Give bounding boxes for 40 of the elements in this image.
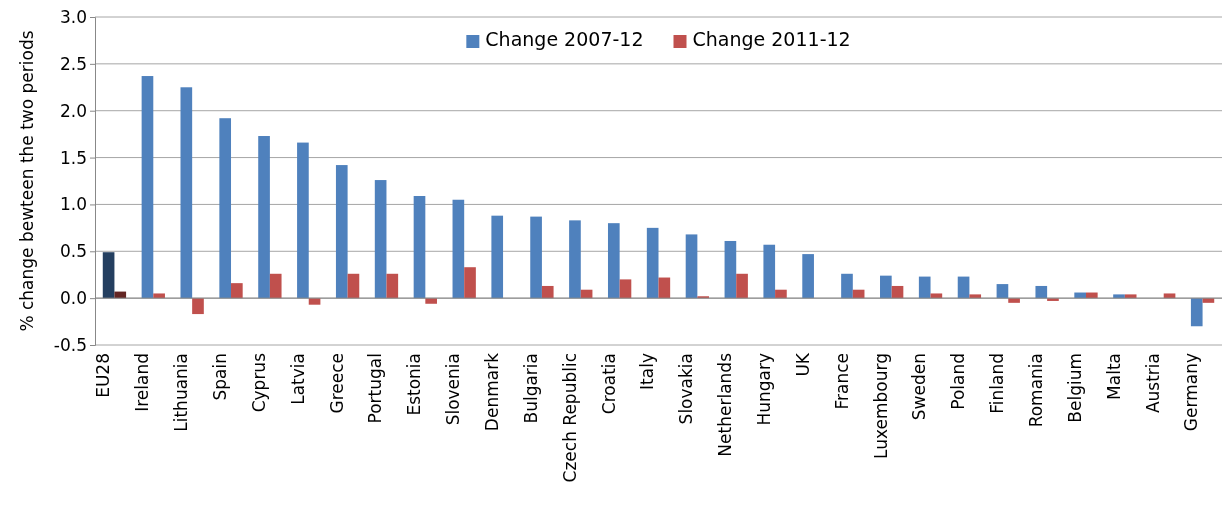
x-tick-label: Bulgaria [520,353,541,424]
y-tick-label: 0.5 [59,241,87,262]
y-tick-label: -0.5 [53,334,87,355]
y-tick-label: 1.0 [59,194,87,215]
x-tick-label: Belgium [1064,353,1085,423]
x-tick-label: Italy [637,353,658,390]
x-tick-label: Denmark [481,352,502,432]
x-tick-label: Poland [948,353,969,410]
x-tick-label: Czech Republic [559,353,580,483]
y-tick-label: 3.0 [59,6,87,27]
y-tick-label: 0.0 [59,288,87,309]
x-tick-label: Slovakia [676,353,697,425]
x-tick-label: Malta [1103,353,1124,400]
legend-label: Change 2007-12 [485,28,644,50]
x-tick-label: Austria [1142,353,1163,414]
x-tick-label: Croatia [598,353,619,415]
x-tick-label: France [831,353,852,410]
x-tick-label: Cyprus [248,352,269,413]
x-tick-label: Portugal [365,353,386,424]
x-tick-label: Finland [987,353,1008,414]
x-tick-label: Luxembourg [870,353,891,459]
x-tick-label: Latvia [287,353,308,405]
x-tick-label: Hungary [753,353,774,426]
x-tick-label: Lithuania [171,353,192,432]
x-tick-label: Germany [1181,353,1202,432]
x-tick-label: Greece [326,353,347,414]
x-tick-label: Romania [1026,353,1047,428]
x-tick-label: Spain [209,353,230,401]
x-tick-label: Slovenia [443,353,464,426]
legend-label: Change 2011-12 [692,28,851,50]
x-tick-label: Sweden [909,353,930,421]
x-tick-label: UK [792,352,813,377]
y-tick-label: 1.5 [59,147,87,168]
x-tick-label: Estonia [404,353,425,416]
y-tick-label: 2.5 [59,53,87,74]
x-tick-label: EU28 [93,353,114,398]
y-tick-label: 2.0 [59,100,87,121]
x-tick-label: Ireland [132,353,153,412]
x-tick-label: Netherlands [715,352,736,457]
y-axis-title: % change bewteen the two periods [17,30,37,332]
